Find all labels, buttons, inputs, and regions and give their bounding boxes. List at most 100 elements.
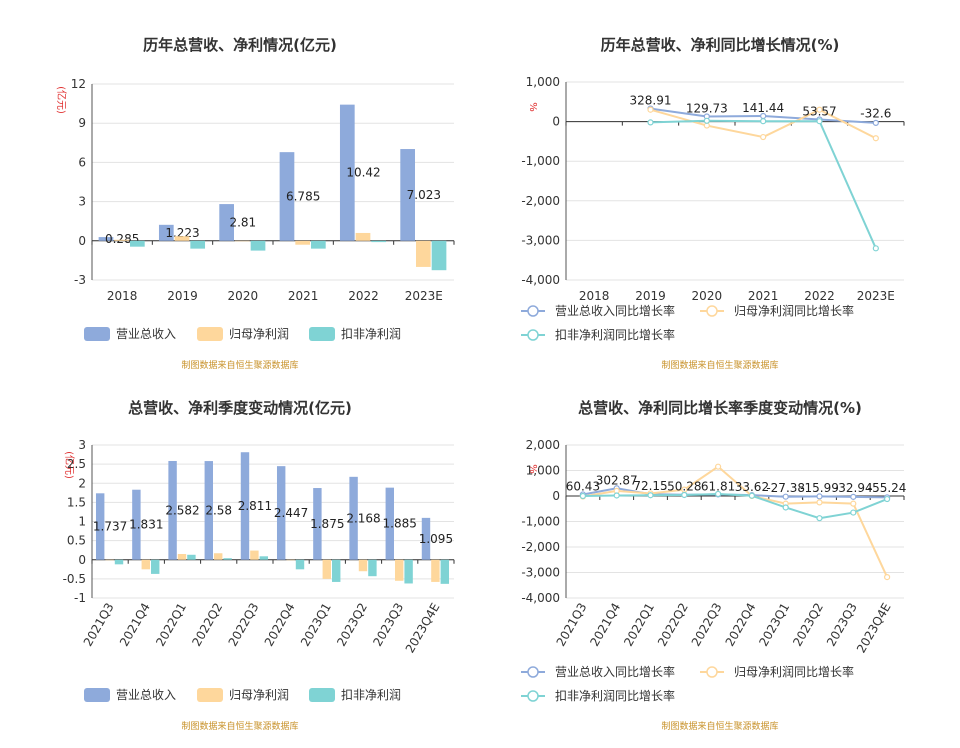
data-point-revenue [850, 493, 857, 500]
bar-net [415, 240, 431, 267]
y-tick-label: 2,000 [526, 438, 560, 452]
bar-net [174, 236, 190, 241]
bar-revenue [168, 460, 177, 560]
data-point-deducted [703, 117, 710, 124]
x-tick-label: 2023Q3 [824, 601, 860, 649]
data-label: -32.94 [834, 481, 873, 495]
data-point-deducted [715, 490, 722, 498]
x-tick-label: 2019 [635, 289, 666, 303]
data-label: 2.582 [165, 503, 199, 517]
y-tick-label: -1,000 [521, 515, 560, 529]
legend-label-net: 归母净利润 [229, 327, 289, 341]
bar-revenue [132, 489, 141, 560]
legend-marker-revenue [527, 666, 539, 678]
data-point-deducted [760, 118, 767, 125]
bar-revenue [204, 461, 213, 560]
data-label: 1.095 [419, 532, 453, 546]
bar-deducted [440, 559, 450, 584]
y-tick-label: 3 [78, 438, 86, 452]
data-label: 53.57 [802, 104, 836, 118]
legend-label-deducted: 扣非净利润同比增长率 [555, 688, 675, 703]
data-point-deducted [579, 492, 587, 500]
legend-label-revenue: 营业总收入同比增长率 [555, 303, 675, 318]
y-tick-label: -0.5 [63, 572, 86, 586]
data-point-net [816, 106, 823, 113]
x-tick-label: 2021 [748, 289, 779, 303]
bar-deducted [368, 559, 377, 577]
bar-net [355, 232, 371, 241]
bar-deducted [259, 556, 269, 560]
data-point-net [647, 106, 654, 113]
bar-net [394, 559, 404, 581]
x-tick-label: 2022Q2 [655, 601, 691, 649]
x-tick-label: 2018 [107, 289, 138, 303]
x-tick-label: 2023E [857, 289, 895, 303]
bar-deducted [431, 240, 447, 271]
bar-revenue [349, 476, 358, 560]
data-point-deducted [850, 509, 857, 516]
bar-revenue [385, 487, 394, 560]
x-tick-label: 2022Q1 [153, 601, 189, 649]
panel-annual-growth: 历年总营收、净利同比增长情况(%)% -4,000 -3,000 -2,000 -1,0… [480, 0, 960, 374]
data-label: 72.15 [633, 479, 667, 493]
data-label: -27.38 [766, 481, 805, 495]
data-point-net [884, 573, 891, 581]
bar-revenue [279, 152, 295, 241]
bar-net [250, 550, 259, 560]
series-line-net [582, 465, 889, 578]
bar-revenue [98, 237, 114, 241]
quarterly-revenue-profit-chart: 总营收、净利季度变动情况(亿元) (亿元) -1 -0.5 0 0.5 1 1.5 2 2.5 3 2… [63, 399, 455, 732]
data-label: 60.43 [566, 479, 600, 493]
y-tick-label: 1,000 [526, 75, 560, 89]
bar-net [295, 240, 311, 245]
data-point-revenue [782, 493, 789, 500]
y-tick-label: 2.5 [67, 457, 86, 471]
legend-swatch-deducted [309, 327, 335, 341]
data-point-deducted [613, 492, 620, 499]
bar-net [141, 559, 151, 570]
legend-label-net: 归母净利润同比增长率 [734, 303, 854, 318]
y-tick-label: 0 [78, 553, 86, 567]
data-point-deducted [816, 515, 823, 522]
y-tick-label: -3,000 [521, 566, 560, 580]
y-tick-label: 0 [552, 489, 560, 503]
bar-revenue [313, 488, 322, 560]
bar-net [431, 559, 440, 582]
y-tick-label: -4,000 [521, 591, 560, 605]
panel-annual-bar: 历年总营收、净利情况(亿元) (亿元) -3 0 3 6 9 12 2018 2019 2020 20… [0, 0, 480, 374]
y-tick-label: 9 [78, 116, 86, 130]
x-tick-label: 2022 [804, 289, 835, 303]
data-label: -32.6 [860, 107, 891, 121]
y-tick-label: -3,000 [521, 233, 560, 247]
data-label: 6.785 [286, 189, 320, 203]
bar-deducted [311, 240, 326, 249]
legend-marker-revenue [527, 305, 539, 317]
x-tick-label: 2023Q1 [298, 601, 334, 649]
data-label: 2.81 [229, 215, 256, 229]
legend-label-revenue: 营业总收入 [116, 688, 176, 702]
y-tick-label: 0.5 [67, 534, 86, 548]
bar-net [322, 559, 332, 579]
data-point-deducted [816, 118, 823, 125]
data-label: 61.81 [701, 479, 735, 493]
bar-revenue [158, 224, 174, 241]
data-label: -55.24 [868, 481, 907, 495]
legend-marker-net [706, 305, 718, 317]
data-label: 2.168 [346, 511, 380, 525]
bar-deducted [190, 240, 206, 249]
x-tick-label: 2023Q2 [790, 601, 826, 649]
legend-label-deducted: 扣非净利润同比增长率 [555, 327, 675, 342]
data-point-revenue [816, 493, 823, 500]
quarterly-growth-chart: 总营收、净利同比增长率季度变动情况(%)% -4,000 -3,000 -2,000 -… [521, 399, 907, 732]
bar-deducted [151, 559, 160, 574]
x-tick-label: 2023E [405, 289, 443, 303]
panel-quarterly-bar: 总营收、净利季度变动情况(亿元) (亿元) -1 -0.5 0 0.5 1 1.5 2 2.5 3 2… [0, 374, 480, 748]
annual-revenue-profit-chart: 历年总营收、净利情况(亿元) (亿元) -3 0 3 6 9 12 2018 2019 2020 20… [55, 36, 455, 371]
chart-title: 历年总营收、净利同比增长情况(%) [601, 36, 840, 54]
y-tick-label: 6 [78, 155, 86, 169]
bar-net [234, 240, 250, 242]
data-label: 2.58 [205, 503, 232, 517]
data-label: 1.875 [310, 517, 344, 531]
x-tick-label: 2020 [228, 289, 259, 303]
x-tick-label: 2022Q2 [189, 601, 225, 649]
